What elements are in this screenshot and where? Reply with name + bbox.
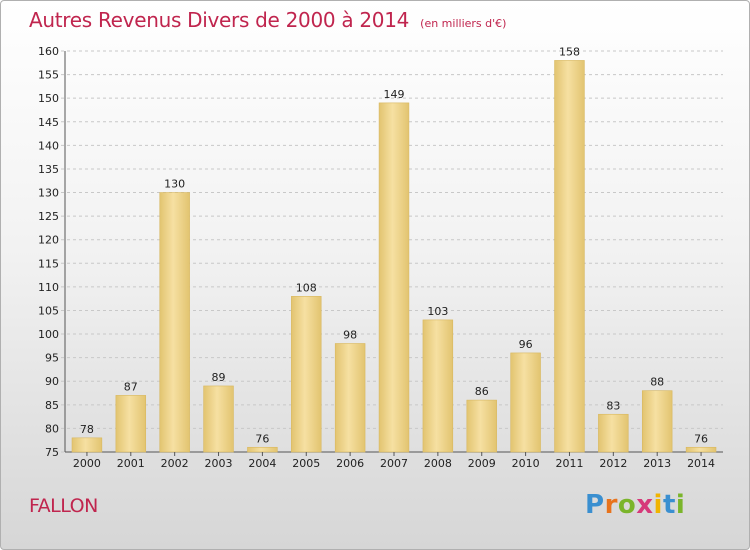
bar [71,437,103,453]
y-tick-label: 105 [38,304,59,317]
x-tick-label: 2008 [424,457,452,470]
x-tick-label: 2003 [205,457,233,470]
x-tick-label: 2005 [292,457,320,470]
bar-value-label: 96 [519,338,533,351]
logo-letter: x [636,490,654,520]
bar [685,446,717,453]
x-tick-label: 2000 [73,457,101,470]
logo-letter: i [653,490,663,520]
bar [159,192,190,453]
bar [203,385,234,453]
y-tick-label: 110 [38,281,59,294]
y-tick-label: 85 [45,399,59,412]
x-tick-label: 2013 [643,457,671,470]
bar [378,102,410,453]
bar [466,399,497,453]
bar [554,60,585,453]
x-tick-label: 2001 [117,457,145,470]
x-tick-label: 2004 [248,457,276,470]
bar-value-label: 158 [559,45,580,58]
y-tick-label: 120 [38,234,59,247]
bar [334,343,366,453]
y-tick-label: 95 [45,352,59,365]
x-tick-label: 2006 [336,457,364,470]
bar-value-label: 98 [343,328,357,341]
y-tick-label: 140 [38,139,59,152]
bar [598,413,629,453]
x-tick-label: 2014 [687,457,715,470]
commune-name: FALLON [29,495,98,517]
y-tick-label: 150 [38,92,59,105]
y-tick-label: 155 [38,69,59,82]
bar-value-label: 103 [427,305,448,318]
bar [510,352,541,453]
y-tick-label: 145 [38,116,59,129]
chart-title-block: Autres Revenus Divers de 2000 à 2014 (en… [29,8,506,32]
y-tick-label: 90 [45,375,59,388]
bar [247,446,278,453]
x-tick-label: 2011 [555,457,583,470]
bar-value-label: 87 [124,380,138,393]
y-tick-label: 115 [38,257,59,270]
bar-value-label: 83 [606,399,620,412]
bar-value-label: 88 [650,376,664,389]
bar [422,319,454,453]
logo-letter: i [675,490,686,520]
chart-title: Autres Revenus Divers de 2000 à 2014 [29,8,410,32]
bar-value-label: 76 [255,432,269,445]
bar-value-label: 89 [212,371,226,384]
proxiti-logo: Proxiti [585,490,685,520]
y-tick-label: 125 [38,210,59,223]
y-tick-label: 160 [38,45,59,58]
y-tick-label: 130 [38,187,59,200]
y-tick-label: 80 [45,422,59,435]
bar-value-label: 76 [694,432,708,445]
y-tick-label: 100 [38,328,59,341]
x-tick-label: 2010 [512,457,540,470]
bar-value-label: 130 [164,178,185,191]
logo-letter: r [604,490,618,520]
bar [291,296,322,453]
chart-unit-note: (en milliers d'€) [420,17,507,30]
y-tick-label: 135 [38,163,59,176]
x-tick-label: 2002 [161,457,189,470]
bar [641,390,673,453]
bar-value-label: 108 [296,281,317,294]
x-tick-label: 2007 [380,457,408,470]
bar [115,395,147,453]
y-tick-label: 75 [45,446,59,459]
bar-value-label: 78 [80,423,94,436]
logo-letter: o [617,490,637,520]
bar-value-label: 86 [475,385,489,398]
logo-letter: P [585,490,605,520]
bar-value-label: 149 [384,88,405,101]
logo-letter: t [662,490,676,520]
x-tick-label: 2012 [599,457,627,470]
x-tick-label: 2009 [468,457,496,470]
